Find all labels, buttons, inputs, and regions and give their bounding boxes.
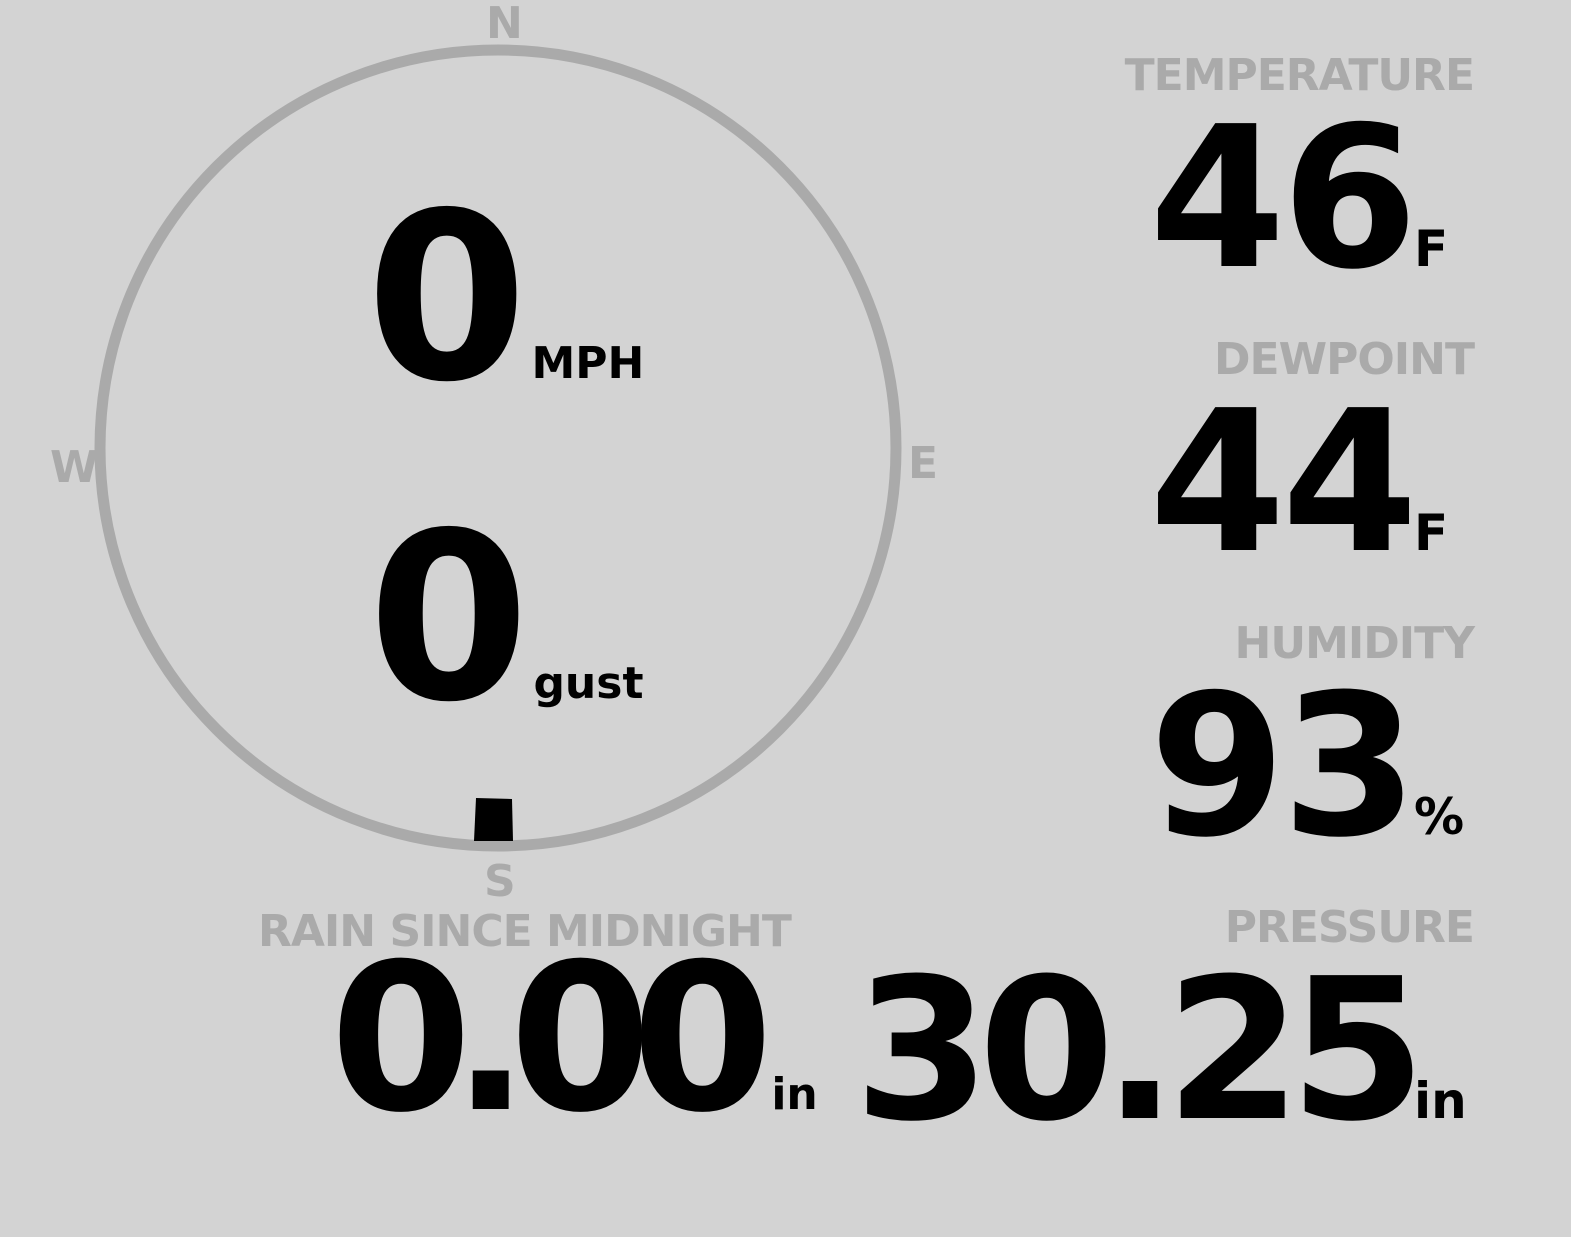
wind-direction-marker [474,798,513,841]
rain-unit: in [771,1069,818,1120]
compass-east-label: E [908,438,938,489]
compass-ring [94,44,902,852]
wind-speed-unit: MPH [531,338,645,389]
rain-label: RAIN SINCE MIDNIGHT [258,906,792,957]
dewpoint-label: DEWPOINT [1214,334,1475,385]
temperature-label: TEMPERATURE [1124,50,1475,101]
wind-speed-row: 0 MPH [366,182,644,414]
dewpoint-value: 44 [1149,369,1418,597]
compass-west-label: W [50,442,99,493]
compass-south-label: S [484,856,516,907]
pressure-value: 30.25 [854,937,1426,1165]
dewpoint-panel: DEWPOINT 44F [1149,334,1475,597]
humidity-panel: HUMIDITY 93% [1149,618,1475,881]
pressure-panel: PRESSURE 30.25in [854,902,1475,1165]
wind-gust-value: 0 [368,483,529,753]
humidity-unit: % [1414,788,1465,846]
wind-gust-unit: gust [533,658,644,709]
compass-north-label: N [486,0,523,49]
wind-gust-row: 0 gust [368,502,643,734]
temperature-unit: F [1414,220,1449,278]
humidity-label: HUMIDITY [1234,618,1475,669]
temperature-panel: TEMPERATURE 46F [1124,50,1475,313]
temperature-value: 46 [1149,85,1418,313]
humidity-value: 93 [1149,653,1418,881]
dewpoint-unit: F [1414,504,1449,562]
rain-row: 0.00 in [330,938,818,1142]
wind-speed-value: 0 [366,163,527,433]
rain-value: 0.00 [330,921,773,1158]
pressure-label: PRESSURE [1224,902,1475,953]
pressure-unit: in [1414,1072,1467,1130]
